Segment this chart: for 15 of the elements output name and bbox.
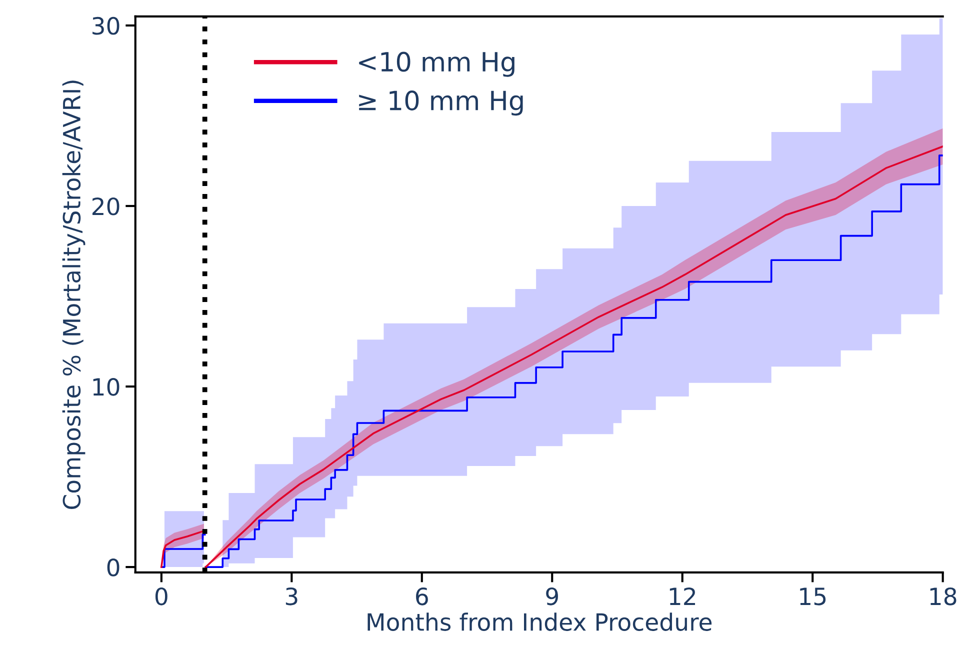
- x-axis-title: Months from Index Procedure: [368, 612, 712, 631]
- y-tick-label: 10: [93, 378, 120, 396]
- legend-label: ≥ 10 mm Hg: [359, 90, 523, 116]
- x-tick-label: 6: [416, 587, 428, 606]
- y-tick-label: 20: [92, 197, 120, 216]
- y-axis-title: Composite % (Mortality/Stroke/AVRI): [62, 80, 86, 510]
- y-tick-label: 0: [107, 558, 120, 576]
- x-tick-label: 18: [930, 587, 956, 606]
- x-tick-label: 3: [286, 587, 298, 606]
- x-tick-label: 15: [800, 588, 826, 606]
- x-tick-label: 0: [155, 587, 168, 606]
- y-tick-label: 30: [92, 16, 120, 35]
- x-tick-label: 12: [670, 587, 696, 605]
- x-tick-label: 9: [546, 587, 558, 606]
- legend-label: <10 mm Hg: [359, 52, 514, 77]
